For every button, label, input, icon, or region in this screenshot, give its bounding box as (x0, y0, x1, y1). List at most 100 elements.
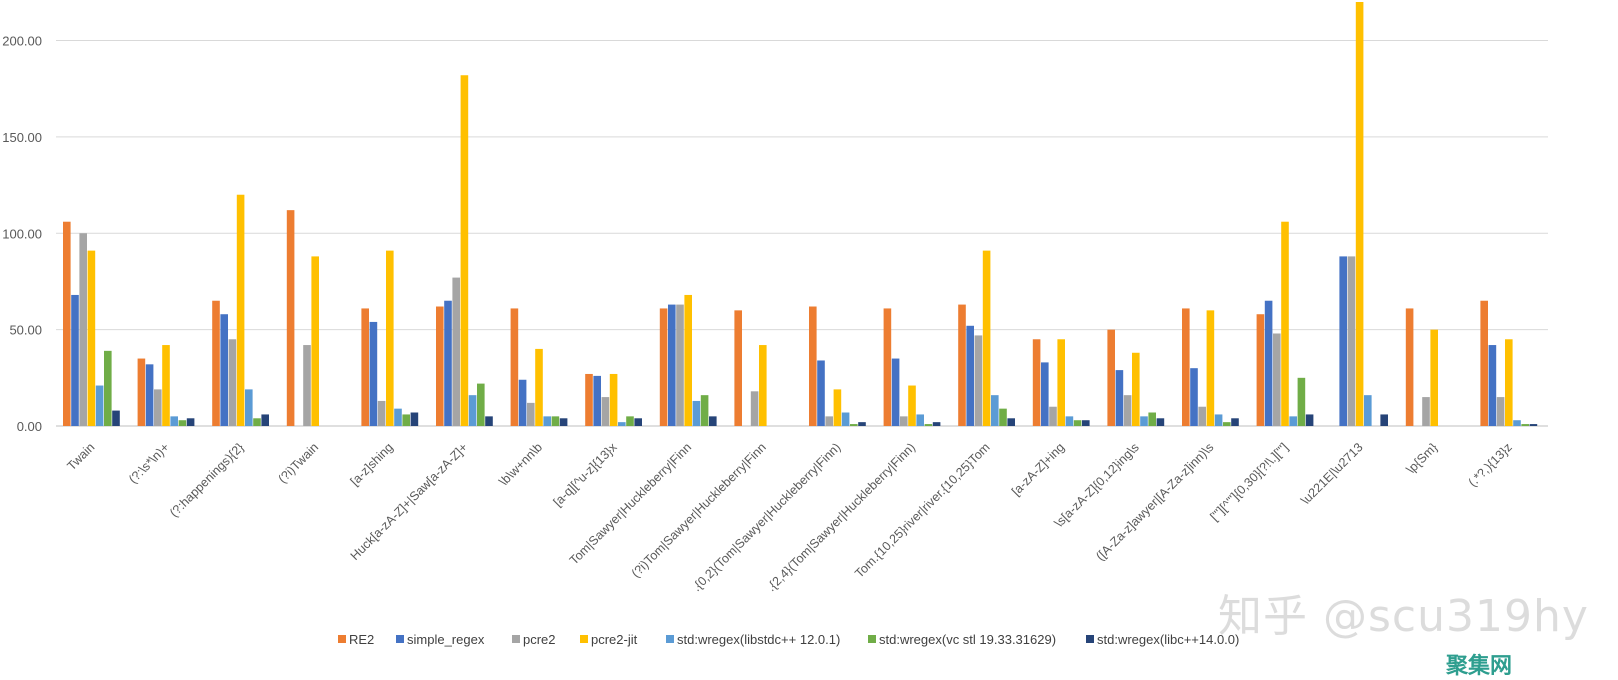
x-tick-label: ["'][^"']{0,30}[?!\.]["'] (1207, 440, 1291, 524)
legend-label: RE2 (349, 632, 374, 647)
bar-std-wregex-libc-14-0-0--0 (112, 410, 120, 426)
bar-std-wregex-libstdc-12-0-1--12 (991, 395, 999, 426)
bar-std-wregex-libstdc-12-0-1--17 (1364, 395, 1372, 426)
x-tick-label: (?i)Twain (275, 440, 321, 486)
y-tick-label: 200.00 (2, 34, 42, 49)
bar-std-wregex-libc-14-0-0--10 (858, 422, 866, 426)
bar-simple-regex-16 (1264, 300, 1273, 426)
legend-swatch (338, 635, 346, 643)
bar-pcre2-9 (750, 391, 759, 426)
bar-std-wregex-libstdc-12-0-1--0 (95, 385, 104, 426)
bar-re2-18 (1405, 308, 1414, 426)
bar-pcre2-jit-14 (1132, 352, 1140, 426)
bar-std-wregex-libc-14-0-0--11 (932, 422, 941, 426)
bar-std-wregex-vc-stl-19-33-31629--7 (626, 416, 634, 426)
x-tick-label: [a-z]shing (348, 440, 396, 488)
bar-simple-regex-10 (817, 360, 825, 426)
bar-pcre2-jit-12 (982, 250, 991, 426)
bar-std-wregex-vc-stl-19-33-31629--19 (1521, 424, 1529, 426)
bar-pcre2-jit-18 (1430, 329, 1438, 426)
bar-simple-regex-5 (444, 300, 452, 426)
bar-pcre2-jit-8 (684, 294, 692, 426)
bar-pcre2-jit-5 (460, 75, 469, 427)
bar-std-wregex-libc-14-0-0--5 (485, 416, 493, 426)
bar-std-wregex-vc-stl-19-33-31629--0 (104, 350, 112, 426)
bar-std-wregex-libstdc-12-0-1--10 (841, 412, 850, 426)
legend-label: pcre2 (523, 632, 556, 647)
bar-pcre2-jit-4 (386, 250, 394, 426)
bar-std-wregex-vc-stl-19-33-31629--16 (1297, 377, 1306, 426)
bar-std-wregex-libc-14-0-0--15 (1231, 418, 1239, 426)
x-tick-label: Tom|Sawyer|Huckleberry|Finn (567, 440, 694, 567)
bar-std-wregex-libc-14-0-0--2 (261, 414, 269, 426)
bar-re2-15 (1182, 308, 1190, 426)
bar-std-wregex-libc-14-0-0--8 (709, 416, 717, 426)
x-tick-label: Huck[a-zA-Z]+|Saw[a-zA-Z]+ (348, 440, 471, 563)
bar-pcre2-18 (1422, 397, 1430, 426)
bar-simple-regex-1 (145, 364, 154, 426)
bar-pcre2-jit-6 (535, 348, 543, 426)
bar-std-wregex-libc-14-0-0--7 (634, 418, 642, 426)
x-tick-label: (?:\s*\n)+ (126, 440, 172, 486)
bar-pcre2-17 (1347, 256, 1356, 426)
bar-std-wregex-libstdc-12-0-1--1 (170, 416, 178, 426)
legend-label: std:wregex(libstdc++ 12.0.1) (677, 632, 840, 647)
bar-simple-regex-8 (668, 304, 676, 426)
x-tick-label: \b\w+nn\b (497, 440, 546, 489)
bar-std-wregex-libstdc-12-0-1--14 (1140, 416, 1148, 426)
bar-simple-regex-12 (966, 325, 974, 426)
bar-re2-0 (63, 221, 71, 426)
bar-pcre2-12 (974, 335, 983, 426)
bar-re2-10 (809, 306, 817, 426)
bar-pcre2-jit-10 (833, 389, 842, 426)
bar-simple-regex-7 (593, 375, 601, 426)
bar-pcre2-jit-11 (908, 385, 916, 426)
bar-re2-8 (659, 308, 668, 426)
bar-std-wregex-vc-stl-19-33-31629--14 (1148, 412, 1156, 426)
bar-marks (63, 2, 1538, 427)
bar-pcre2-jit-3 (311, 256, 319, 426)
legend-swatch (580, 635, 588, 643)
watermark-logo: 聚集网 (1446, 654, 1513, 679)
x-tick-label: (?:happenings){2} (167, 440, 247, 520)
bar-std-wregex-libc-14-0-0--17 (1380, 414, 1388, 426)
bar-pcre2-jit-7 (609, 373, 618, 426)
bar-std-wregex-vc-stl-19-33-31629--13 (1073, 420, 1082, 426)
legend-label: std:wregex(vc stl 19.33.31629) (879, 632, 1056, 647)
x-tick-label: (.*?,){13}z (1466, 440, 1515, 489)
y-tick-label: 50.00 (9, 323, 42, 338)
bar-std-wregex-libc-14-0-0--1 (186, 418, 195, 426)
x-tick-label: .{2,4}(Tom|Sawyer|Huckleberry|Finn) (764, 440, 918, 594)
bar-std-wregex-libstdc-12-0-1--7 (618, 422, 626, 426)
x-tick-label: ([A-Za-z]awyer|[A-Za-z]inn)\s (1093, 440, 1216, 563)
bar-pcre2-4 (377, 400, 386, 426)
bar-std-wregex-libc-14-0-0--16 (1305, 414, 1314, 426)
bar-pcre2-3 (303, 345, 311, 426)
bar-std-wregex-vc-stl-19-33-31629--1 (178, 420, 187, 426)
bar-std-wregex-libstdc-12-0-1--5 (468, 395, 477, 426)
bar-simple-regex-2 (220, 314, 228, 426)
bar-pcre2-6 (527, 402, 535, 426)
legend-label: std:wregex(libc++14.0.0) (1097, 632, 1239, 647)
watermark-text: 知乎 @scu319hy (1218, 591, 1589, 642)
legend-swatch (1086, 635, 1094, 643)
x-tick-label: \s[a-zA-Z]{0,12}ing\s (1052, 440, 1142, 530)
x-tick-label: .{0,2}(Tom|Sawyer|Huckleberry|Finn) (690, 440, 844, 594)
x-tick-label: \u221E|\u2713 (1298, 440, 1365, 507)
bar-re2-1 (137, 358, 146, 426)
bar-std-wregex-libstdc-12-0-1--8 (692, 400, 701, 426)
x-tick-label: \p{Sm} (1404, 440, 1440, 476)
bar-std-wregex-vc-stl-19-33-31629--12 (999, 408, 1007, 426)
bar-pcre2-2 (228, 339, 237, 426)
bar-std-wregex-libstdc-12-0-1--6 (543, 416, 551, 426)
bar-std-wregex-libstdc-12-0-1--16 (1289, 416, 1297, 426)
x-tick-label: [a-zA-Z]+ing (1009, 440, 1067, 498)
bar-re2-5 (436, 306, 444, 426)
bar-pcre2-19 (1496, 397, 1505, 426)
bar-simple-regex-15 (1190, 368, 1198, 426)
bar-pcre2-11 (900, 416, 908, 426)
bar-std-wregex-vc-stl-19-33-31629--10 (850, 424, 858, 426)
x-axis: Twain (?:\s*\n)+(?:happenings){2} (?i)Twai… (64, 440, 1514, 594)
legend-swatch (512, 635, 520, 643)
legend-swatch (396, 635, 404, 643)
